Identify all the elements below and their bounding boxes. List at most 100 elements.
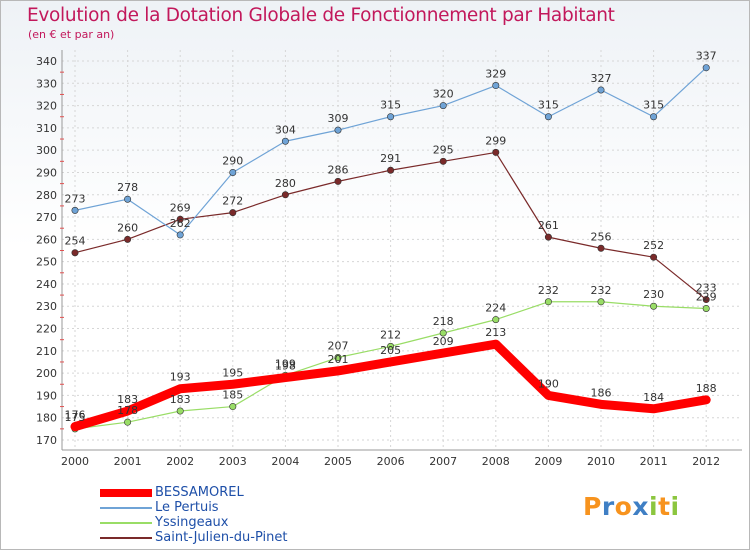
data-point bbox=[649, 404, 658, 413]
data-label: 315 bbox=[538, 99, 559, 112]
data-label: 183 bbox=[170, 393, 191, 406]
y-tick-label: 250 bbox=[36, 256, 57, 269]
data-point bbox=[702, 64, 710, 72]
data-label: 193 bbox=[170, 371, 191, 384]
data-label: 230 bbox=[643, 288, 664, 301]
data-point bbox=[492, 82, 500, 90]
data-point bbox=[176, 215, 184, 223]
y-tick-label: 180 bbox=[36, 412, 57, 425]
data-label: 269 bbox=[170, 201, 191, 214]
legend-swatch-bessamorel bbox=[100, 489, 152, 497]
data-point bbox=[176, 384, 185, 393]
data-label: 329 bbox=[485, 68, 506, 81]
data-point bbox=[544, 233, 552, 241]
legend-swatch-le-pertuis bbox=[100, 507, 152, 509]
data-label: 299 bbox=[485, 134, 506, 147]
data-point bbox=[124, 195, 132, 203]
x-tick-label: 2008 bbox=[482, 455, 510, 468]
data-label: 254 bbox=[65, 235, 86, 248]
data-label: 278 bbox=[117, 181, 138, 194]
data-label: 186 bbox=[591, 386, 612, 399]
data-label: 291 bbox=[380, 152, 401, 165]
data-label: 290 bbox=[222, 154, 243, 167]
y-tick-label: 240 bbox=[36, 278, 57, 291]
data-point bbox=[544, 298, 552, 306]
proxiti-logo[interactable]: Proxiti bbox=[583, 492, 680, 521]
chart-title: Evolution de la Dotation Globale de Fonc… bbox=[27, 5, 615, 26]
data-point bbox=[597, 298, 605, 306]
data-label: 175 bbox=[65, 411, 86, 424]
data-point bbox=[387, 166, 395, 174]
y-tick-label: 220 bbox=[36, 323, 57, 336]
x-tick-label: 2002 bbox=[166, 455, 194, 468]
data-point bbox=[228, 380, 237, 389]
data-label: 229 bbox=[696, 290, 717, 303]
data-label: 315 bbox=[380, 99, 401, 112]
data-label: 213 bbox=[485, 326, 506, 339]
data-point bbox=[334, 354, 342, 362]
data-point bbox=[229, 168, 237, 176]
data-point bbox=[439, 329, 447, 337]
data-label: 295 bbox=[433, 143, 454, 156]
data-label: 262 bbox=[170, 217, 191, 230]
x-tick-label: 2001 bbox=[114, 455, 142, 468]
data-label: 233 bbox=[696, 282, 717, 295]
data-point bbox=[439, 157, 447, 165]
data-label: 320 bbox=[433, 88, 454, 101]
data-label: 315 bbox=[643, 99, 664, 112]
data-point bbox=[650, 253, 658, 261]
data-point bbox=[229, 403, 237, 411]
x-tick-label: 2000 bbox=[61, 455, 89, 468]
data-label: 304 bbox=[275, 123, 296, 136]
y-tick-label: 280 bbox=[36, 189, 57, 202]
data-point bbox=[334, 177, 342, 185]
data-point bbox=[334, 126, 342, 134]
data-point bbox=[229, 209, 237, 217]
y-tick-label: 320 bbox=[36, 100, 57, 113]
data-label: 183 bbox=[117, 393, 138, 406]
logo-letter: x bbox=[632, 492, 649, 521]
data-label: 252 bbox=[643, 239, 664, 252]
data-label: 178 bbox=[117, 404, 138, 417]
data-point bbox=[492, 148, 500, 156]
data-label: 212 bbox=[380, 328, 401, 341]
data-point bbox=[492, 316, 500, 324]
legend-swatch-yssingeaux bbox=[100, 522, 152, 524]
data-label: 272 bbox=[222, 195, 243, 208]
data-point bbox=[387, 342, 395, 350]
data-point bbox=[491, 340, 500, 349]
data-label: 280 bbox=[275, 177, 296, 190]
y-tick-label: 290 bbox=[36, 166, 57, 179]
logo-letter: t bbox=[658, 492, 671, 521]
data-point bbox=[702, 395, 711, 404]
y-tick-label: 310 bbox=[36, 122, 57, 135]
x-tick-label: 2011 bbox=[640, 455, 668, 468]
legend-label: Le Pertuis bbox=[155, 500, 219, 515]
data-point bbox=[124, 235, 132, 243]
logo-letter: r bbox=[601, 492, 615, 521]
legend-swatch-saint-julien bbox=[100, 537, 152, 539]
data-label: 327 bbox=[591, 72, 612, 85]
data-label: 198 bbox=[275, 360, 296, 373]
data-point bbox=[439, 102, 447, 110]
y-tick-label: 300 bbox=[36, 144, 57, 157]
data-label: 188 bbox=[696, 382, 717, 395]
y-tick-label: 340 bbox=[36, 55, 57, 68]
logo-letter: P bbox=[583, 492, 602, 521]
data-point bbox=[123, 407, 132, 416]
x-tick-label: 2010 bbox=[587, 455, 615, 468]
x-tick-label: 2009 bbox=[534, 455, 562, 468]
y-tick-label: 210 bbox=[36, 345, 57, 358]
x-tick-label: 2012 bbox=[692, 455, 720, 468]
data-point bbox=[71, 206, 79, 214]
x-tick-label: 2005 bbox=[324, 455, 352, 468]
data-point bbox=[439, 349, 448, 358]
data-label: 207 bbox=[328, 340, 349, 353]
x-tick-label: 2004 bbox=[271, 455, 299, 468]
data-point bbox=[544, 391, 553, 400]
data-point bbox=[281, 137, 289, 145]
chart-subtitle: (en € et par an) bbox=[28, 28, 115, 41]
data-label: 209 bbox=[433, 335, 454, 348]
data-point bbox=[334, 366, 342, 375]
